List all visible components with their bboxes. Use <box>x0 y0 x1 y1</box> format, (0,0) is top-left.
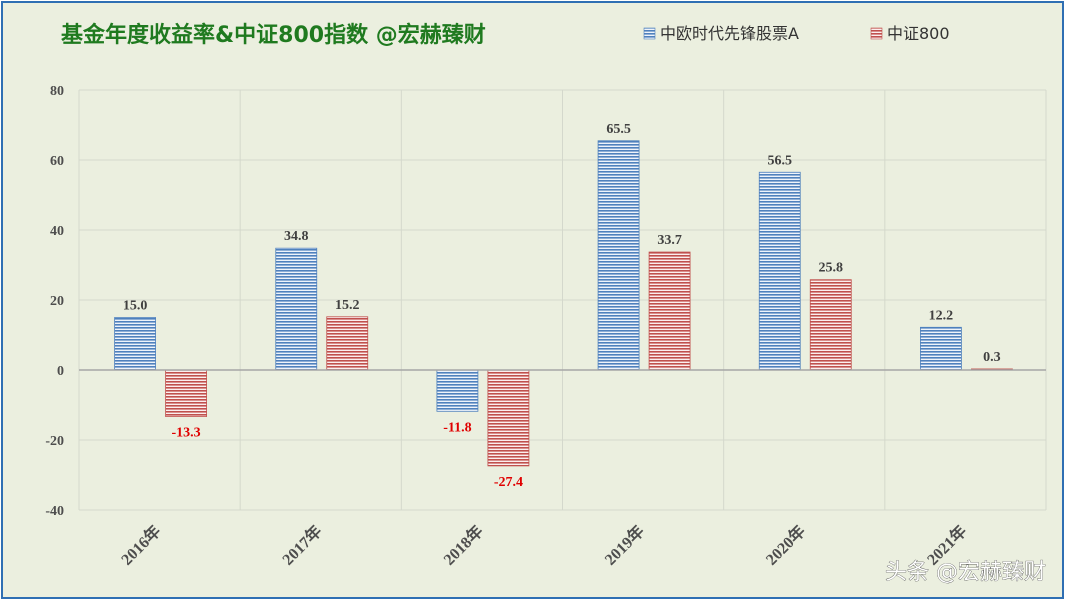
data-label: -27.4 <box>494 475 523 490</box>
bar-index <box>165 369 207 417</box>
y-tick-label: 60 <box>50 154 64 169</box>
data-label: 65.5 <box>606 122 631 137</box>
data-label: 15.2 <box>335 298 360 313</box>
x-tick-label: 2018年 <box>439 521 486 568</box>
watermark: 头条 @宏赫臻财 <box>885 560 1046 585</box>
legend-swatch-index <box>870 27 883 40</box>
data-label: 25.8 <box>819 261 844 276</box>
bar-index <box>487 369 530 467</box>
y-tick-label: -40 <box>45 504 64 519</box>
y-tick-label: 80 <box>50 84 64 99</box>
bar-fund <box>597 140 640 371</box>
chart-title: 基金年度收益率&中证800指数 @宏赫臻财 <box>61 22 486 48</box>
data-label: -11.8 <box>443 420 471 435</box>
data-label: 33.7 <box>657 233 682 248</box>
y-tick-label: 20 <box>50 294 64 309</box>
y-tick-label: 40 <box>50 224 64 239</box>
bar-fund <box>275 247 318 371</box>
x-tick-label: 2017年 <box>278 521 325 568</box>
plot-area: -40 -20 0 20 40 60 80 15.0 34.8 -11.8 65.5 56.5 12.2… <box>45 84 1047 569</box>
data-label: 0.3 <box>983 350 1001 365</box>
x-tick-label: 2016年 <box>117 521 164 568</box>
bar-fund <box>436 369 479 412</box>
data-label: 34.8 <box>284 229 309 244</box>
bar-index <box>326 316 369 371</box>
data-label: 15.0 <box>123 299 148 314</box>
chart-canvas: 基金年度收益率&中证800指数 @宏赫臻财 中欧时代先锋股票A 中证800 -4… <box>45 22 1047 585</box>
bar-index <box>809 279 852 371</box>
legend: 中欧时代先锋股票A 中证800 <box>643 24 950 43</box>
x-tick-label: 2020年 <box>762 521 809 568</box>
bar-fund <box>758 171 801 371</box>
legend-label-fund: 中欧时代先锋股票A <box>660 24 799 43</box>
data-label: 56.5 <box>768 153 793 168</box>
legend-label-index: 中证800 <box>887 24 950 43</box>
data-label: -13.3 <box>171 426 200 441</box>
bar-fund <box>920 326 962 371</box>
x-tick-label: 2019年 <box>601 521 648 568</box>
bar-index <box>648 251 691 371</box>
bar-fund <box>114 317 156 371</box>
y-tick-label: 0 <box>57 364 64 379</box>
data-label: 12.2 <box>929 308 954 323</box>
legend-swatch-fund <box>643 27 656 40</box>
y-tick-label: -20 <box>45 434 64 449</box>
